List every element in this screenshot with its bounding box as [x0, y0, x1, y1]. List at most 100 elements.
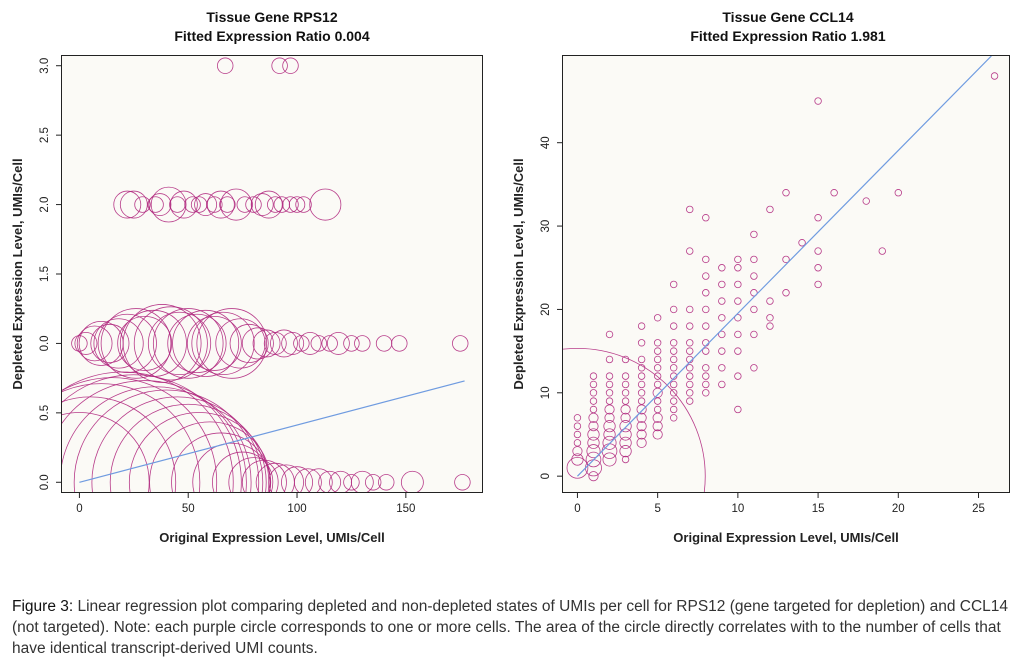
data-point: [619, 428, 632, 441]
data-point: [184, 196, 201, 213]
data-point: [782, 189, 790, 197]
data-point: [718, 264, 726, 272]
data-point: [734, 372, 742, 380]
data-point: [192, 442, 272, 492]
data-point: [62, 396, 177, 492]
y-tick-label: 2.5: [39, 127, 51, 143]
x-tick-label: 25: [972, 503, 985, 515]
data-point: [241, 459, 287, 492]
data-point: [702, 255, 710, 264]
data-point: [686, 397, 694, 405]
data-point: [293, 335, 310, 352]
y-axis-label: Depleted Expression Level, UMIs/Cell: [10, 158, 25, 389]
data-point: [637, 339, 646, 347]
data-point: [652, 387, 663, 398]
data-point: [573, 422, 582, 430]
data-point: [90, 323, 130, 363]
data-point: [571, 453, 584, 466]
data-point: [91, 396, 264, 492]
data-point: [263, 331, 287, 355]
regression-line: [79, 380, 465, 483]
data-point: [990, 72, 999, 80]
data-point: [653, 372, 662, 380]
data-point: [294, 468, 322, 492]
data-point: [241, 327, 274, 360]
data-point: [637, 372, 646, 380]
data-point: [637, 397, 646, 405]
data-point: [669, 280, 678, 289]
data-point: [653, 364, 662, 372]
y-tick-label: 0.0: [39, 474, 51, 490]
data-point: [601, 443, 618, 459]
data-point: [798, 239, 806, 247]
data-point: [62, 374, 242, 492]
data-point: [245, 196, 262, 213]
data-point: [702, 380, 710, 389]
data-point: [604, 412, 615, 423]
data-point: [652, 421, 663, 432]
data-point: [718, 297, 726, 305]
data-point: [620, 412, 631, 423]
data-point: [702, 389, 710, 397]
data-point: [268, 464, 304, 492]
y-axis-label: Depleted Expression Level, UMIs/Cell: [511, 158, 526, 389]
y-tick-label: 0.0: [39, 335, 51, 351]
data-point: [321, 335, 338, 352]
data-point: [621, 355, 630, 364]
data-point: [573, 439, 582, 447]
data-point: [636, 412, 647, 423]
chart-right-plot-area: [562, 55, 1010, 493]
data-point: [194, 193, 218, 217]
data-point: [186, 316, 242, 371]
chart-right-title-line2: Fitted Expression Ratio 1.981: [690, 28, 886, 44]
data-point: [750, 230, 758, 239]
data-point: [637, 364, 646, 372]
data-point: [282, 196, 299, 213]
data-point: [62, 380, 247, 492]
data-point: [894, 189, 903, 197]
data-point: [603, 428, 616, 441]
data-point: [117, 316, 173, 371]
data-point: [766, 314, 774, 322]
data-point: [750, 305, 758, 314]
data-point: [653, 339, 662, 347]
y-tick-label: 30: [540, 220, 552, 233]
data-point: [100, 308, 172, 379]
data-point: [147, 196, 164, 213]
y-tick-label: 0.5: [39, 405, 51, 421]
data-point: [602, 435, 617, 450]
data-point: [686, 247, 694, 255]
data-point: [669, 364, 678, 372]
data-point: [605, 397, 614, 405]
data-point: [766, 205, 774, 214]
data-point: [669, 339, 678, 347]
data-point: [605, 372, 614, 380]
data-point: [282, 57, 299, 74]
data-point: [589, 389, 598, 397]
data-point: [702, 322, 710, 330]
data-point: [637, 355, 646, 364]
data-point: [718, 280, 726, 289]
data-point: [669, 347, 678, 355]
data-point: [619, 420, 632, 433]
data-point: [254, 190, 283, 219]
data-point: [602, 452, 617, 467]
chart-right-title-line1: Tissue Gene CCL14: [722, 9, 854, 25]
data-point: [62, 383, 201, 492]
data-point: [119, 190, 148, 219]
data-point: [378, 474, 395, 491]
data-point: [452, 335, 469, 352]
data-point: [563, 347, 706, 492]
figure-caption: Figure 3: Linear regression plot compari…: [12, 596, 1012, 659]
data-point: [750, 289, 758, 297]
data-point: [702, 272, 710, 280]
data-point: [196, 308, 268, 379]
data-point: [653, 347, 662, 355]
data-point: [572, 446, 583, 457]
data-point: [702, 372, 710, 380]
data-point: [669, 389, 678, 397]
data-point: [400, 470, 424, 492]
y-tick-label: 10: [540, 386, 552, 399]
data-point: [605, 389, 614, 397]
data-point: [669, 397, 678, 405]
